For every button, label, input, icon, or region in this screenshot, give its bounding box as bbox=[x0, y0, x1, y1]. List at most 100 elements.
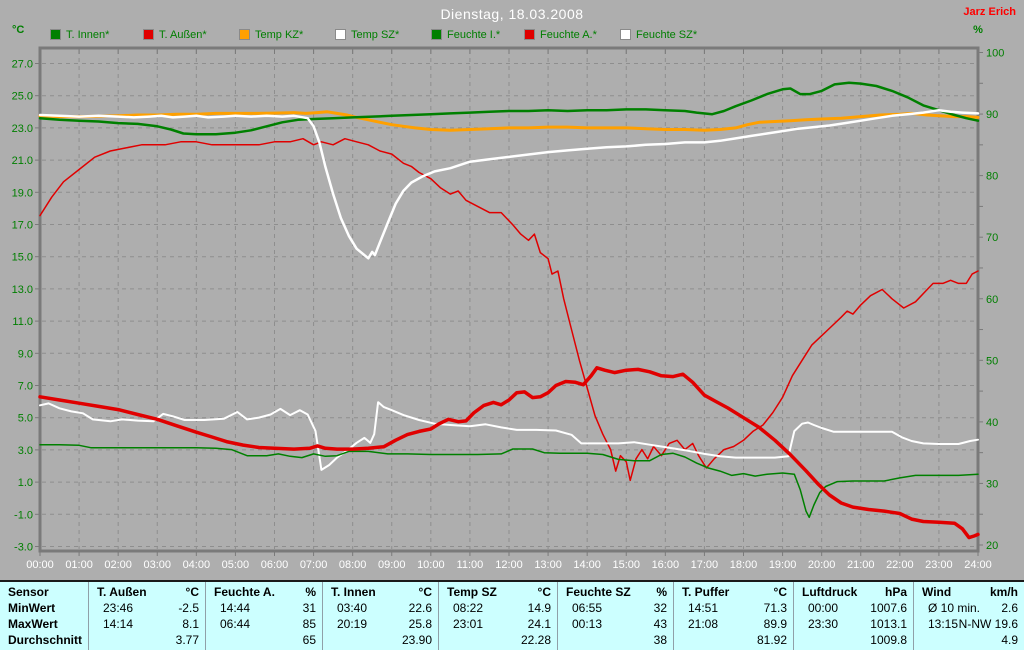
right-axis-tick-label: 50 bbox=[986, 355, 998, 367]
table-row: 14:44 31 bbox=[206, 600, 322, 616]
x-axis-tick-label: 24:00 bbox=[964, 559, 992, 571]
table-row: 3.77 bbox=[89, 632, 205, 648]
avg-value: 3.77 bbox=[175, 633, 199, 647]
x-axis-tick-label: 16:00 bbox=[652, 559, 680, 571]
legend-color-swatch bbox=[620, 29, 631, 40]
table-row: 14:14 8.1 bbox=[89, 616, 205, 632]
table-row-labels-column: Sensor MinWert MaxWert Durchschnitt bbox=[0, 582, 88, 650]
legend-item-label: T. Innen* bbox=[66, 28, 110, 41]
min-value: 2.6 bbox=[1001, 601, 1018, 615]
table-row: 38 bbox=[558, 632, 673, 648]
avg-value: 38 bbox=[653, 633, 667, 647]
table-row: 81.92 bbox=[674, 632, 793, 648]
sensor-unit: hPa bbox=[884, 585, 907, 599]
x-axis-tick-label: 11:00 bbox=[457, 559, 484, 571]
legend-item-label: Feuchte SZ* bbox=[636, 28, 698, 41]
max-value: 89.9 bbox=[763, 617, 787, 631]
table-group-temp-sz: Temp SZ °C 08:22 14.9 23:01 24.1 22.28 bbox=[438, 582, 557, 650]
table-row: 23:01 24.1 bbox=[439, 616, 557, 632]
legend: T. Innen* T. Außen* Temp KZ* Temp SZ* Feucht… bbox=[0, 28, 1024, 42]
max-value: 85 bbox=[302, 617, 316, 631]
x-axis-tick-label: 02:00 bbox=[104, 559, 132, 571]
sensor-name: Wind bbox=[922, 585, 952, 599]
table-group-feuchte-a: Feuchte A.% 14:44 31 06:44 85 65 bbox=[205, 582, 322, 650]
min-value: 31 bbox=[302, 601, 316, 615]
table-row: 00:13 43 bbox=[558, 616, 673, 632]
table-row: 00:00 1007.6 bbox=[794, 600, 913, 616]
x-axis-tick-label: 19:00 bbox=[769, 559, 797, 571]
author-name: Jarz Erich bbox=[963, 6, 1016, 18]
series-line-temp-kz bbox=[38, 110, 980, 132]
table-row: 03:40 22.6 bbox=[323, 600, 438, 616]
legend-color-swatch bbox=[335, 29, 346, 40]
sensor-unit: km/h bbox=[989, 585, 1018, 599]
table-row: Sensor bbox=[0, 584, 88, 600]
x-axis-tick-label: 05:00 bbox=[222, 559, 250, 571]
table-row: Wind km/h bbox=[914, 584, 1024, 600]
sensor-name: Feuchte SZ bbox=[566, 585, 631, 599]
max-time: 13:15 bbox=[928, 617, 959, 631]
left-axis-tick-label: 13.0 bbox=[12, 284, 33, 296]
left-axis-tick-label: 17.0 bbox=[12, 220, 33, 232]
avg-empty bbox=[914, 632, 928, 648]
legend-color-swatch bbox=[431, 29, 442, 40]
series-line-temp-sz bbox=[38, 108, 980, 260]
sensor-unit: °C bbox=[185, 585, 199, 599]
sensor-name: T. Innen bbox=[331, 585, 376, 599]
x-axis-tick-label: 10:00 bbox=[417, 559, 445, 571]
table-group-wind: Wind km/h Ø 10 min. 2.6 13:15 N-NW 19.6 4.9 bbox=[913, 582, 1024, 650]
x-axis-tick-label: 00:00 bbox=[26, 559, 54, 571]
legend-item-label: Feuchte A.* bbox=[540, 28, 597, 41]
legend-color-swatch bbox=[50, 29, 61, 40]
min-value: 1007.6 bbox=[870, 601, 907, 615]
x-axis-tick-label: 14:00 bbox=[573, 559, 601, 571]
legend-item: T. Innen* bbox=[50, 28, 109, 41]
right-axis-tick-label: 30 bbox=[986, 478, 998, 490]
x-axis-tick-label: 07:00 bbox=[300, 559, 328, 571]
max-time: 00:13 bbox=[572, 617, 603, 631]
x-axis-tick-label: 23:00 bbox=[925, 559, 953, 571]
left-axis-tick-label: 1.0 bbox=[18, 477, 33, 489]
table-row: 1009.8 bbox=[794, 632, 913, 648]
left-axis-unit: °C bbox=[12, 24, 25, 36]
max-time: 23:30 bbox=[808, 617, 839, 631]
x-axis-tick-label: 04:00 bbox=[183, 559, 211, 571]
row-label: MinWert bbox=[8, 601, 56, 615]
left-axis-tick-label: 5.0 bbox=[18, 413, 33, 425]
left-axis-tick-label: 25.0 bbox=[12, 91, 33, 103]
avg-value: 81.92 bbox=[756, 633, 787, 647]
legend-color-swatch bbox=[239, 29, 250, 40]
table-row: T. Innen °C bbox=[323, 584, 438, 600]
legend-color-swatch bbox=[143, 29, 154, 40]
sensor-name: Luftdruck bbox=[802, 585, 858, 599]
x-axis-tick-label: 13:00 bbox=[534, 559, 562, 571]
right-axis-unit: % bbox=[973, 24, 983, 36]
max-value: 8.1 bbox=[182, 617, 199, 631]
stats-table: Sensor MinWert MaxWert Durchschnitt T. Außen… bbox=[0, 580, 1024, 650]
legend-item: Feuchte A.* bbox=[524, 28, 597, 41]
table-group-t-innen: T. Innen °C 03:40 22.6 20:19 25.8 23.90 bbox=[322, 582, 438, 650]
table-row: Durchschnitt bbox=[0, 632, 88, 648]
table-row: 21:08 89.9 bbox=[674, 616, 793, 632]
x-axis-tick-label: 15:00 bbox=[612, 559, 640, 571]
right-axis-tick-label: 60 bbox=[986, 294, 998, 306]
row-label: Durchschnitt bbox=[8, 633, 83, 647]
series-line-feuchte-i bbox=[39, 443, 979, 519]
table-row: 65 bbox=[206, 632, 322, 648]
avg-value: 4.9 bbox=[1001, 633, 1018, 647]
left-axis-tick-label: -3.0 bbox=[14, 542, 33, 554]
max-value: N-NW 19.6 bbox=[958, 617, 1018, 631]
legend-item: Feuchte I.* bbox=[431, 28, 500, 41]
table-row: 14:51 71.3 bbox=[674, 600, 793, 616]
right-axis-tick-label: 70 bbox=[986, 232, 998, 244]
left-axis-tick-label: 3.0 bbox=[18, 445, 33, 457]
max-time: 23:01 bbox=[453, 617, 484, 631]
table-row: 23:46 -2.5 bbox=[89, 600, 205, 616]
max-value: 43 bbox=[653, 617, 667, 631]
left-axis-tick-label: 27.0 bbox=[12, 59, 33, 71]
table-group-t-puffer: T. Puffer °C 14:51 71.3 21:08 89.9 81.92 bbox=[673, 582, 793, 650]
table-row: 4.9 bbox=[914, 632, 1024, 648]
series-line-t-innen bbox=[38, 81, 980, 136]
right-axis-tick-label: 20 bbox=[986, 540, 998, 552]
